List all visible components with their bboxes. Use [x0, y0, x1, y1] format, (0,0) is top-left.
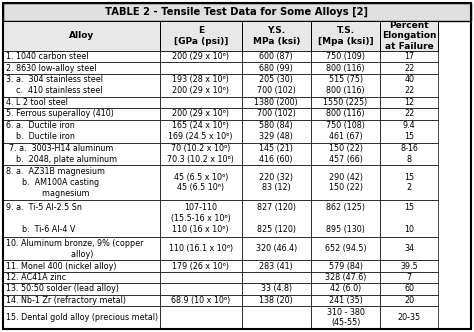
- Bar: [380, 51, 438, 62]
- Text: 8. a.  AZ31B magnesium
    b.  AM100A casting
        magnesium: 8. a. AZ31B magnesium b. AM100A casting …: [6, 167, 105, 198]
- Bar: [380, 120, 438, 142]
- Text: 600 (87): 600 (87): [259, 52, 293, 61]
- Text: 750 (108)
461 (67): 750 (108) 461 (67): [326, 121, 365, 141]
- Bar: [3, 108, 160, 120]
- Text: 283 (41): 283 (41): [259, 262, 293, 271]
- Bar: [242, 165, 311, 200]
- Bar: [242, 237, 311, 260]
- Text: 6. a.  Ductile iron
    b.  Ductile iron: 6. a. Ductile iron b. Ductile iron: [6, 121, 75, 141]
- Text: 200 (29 x 10⁶): 200 (29 x 10⁶): [172, 110, 229, 119]
- Bar: [311, 97, 380, 108]
- Bar: [242, 108, 311, 120]
- Bar: [380, 283, 438, 295]
- Bar: [3, 306, 160, 329]
- Text: 42 (6.0): 42 (6.0): [330, 285, 361, 293]
- Text: 107-110
(15.5-16 x 10⁶)
110 (16 x 10⁶): 107-110 (15.5-16 x 10⁶) 110 (16 x 10⁶): [171, 204, 231, 234]
- Bar: [311, 62, 380, 74]
- Text: 827 (120)

825 (120): 827 (120) 825 (120): [257, 204, 296, 234]
- Text: 205 (30)
700 (102): 205 (30) 700 (102): [257, 75, 296, 95]
- Text: 14. Nb-1 Zr (refractory metal): 14. Nb-1 Zr (refractory metal): [6, 296, 126, 305]
- Text: 7: 7: [407, 273, 412, 282]
- Text: 320 (46.4): 320 (46.4): [255, 244, 297, 253]
- Bar: [3, 97, 160, 108]
- Bar: [242, 97, 311, 108]
- Text: 1380 (200): 1380 (200): [255, 98, 298, 107]
- Bar: [380, 62, 438, 74]
- Bar: [3, 165, 160, 200]
- Bar: [3, 3, 471, 21]
- Bar: [242, 283, 311, 295]
- Bar: [3, 200, 160, 237]
- Text: 165 (24 x 10⁶)
169 (24.5 x 10⁶): 165 (24 x 10⁶) 169 (24.5 x 10⁶): [168, 121, 233, 141]
- Text: 179 (26 x 10⁶): 179 (26 x 10⁶): [172, 262, 229, 271]
- Bar: [160, 108, 242, 120]
- Text: Y.S.
MPa (ksi): Y.S. MPa (ksi): [253, 26, 300, 46]
- Bar: [3, 74, 160, 97]
- Text: 2. 8630 low-alloy steel: 2. 8630 low-alloy steel: [6, 64, 97, 73]
- Bar: [311, 21, 380, 51]
- Text: 33 (4.8): 33 (4.8): [261, 285, 292, 293]
- Text: 45 (6.5 x 10⁶)
45 (6.5 10⁶): 45 (6.5 x 10⁶) 45 (6.5 10⁶): [173, 173, 228, 193]
- Bar: [311, 272, 380, 283]
- Bar: [380, 200, 438, 237]
- Bar: [160, 74, 242, 97]
- Text: 220 (32)
83 (12): 220 (32) 83 (12): [259, 173, 293, 193]
- Text: 68.9 (10 x 10⁶): 68.9 (10 x 10⁶): [171, 296, 230, 305]
- Text: 15

10: 15 10: [404, 204, 414, 234]
- Text: Percent
Elongation
at Failure: Percent Elongation at Failure: [382, 21, 437, 51]
- Bar: [3, 62, 160, 74]
- Bar: [380, 165, 438, 200]
- Text: 39.5: 39.5: [401, 262, 418, 271]
- Bar: [3, 260, 160, 272]
- Bar: [242, 74, 311, 97]
- Bar: [3, 295, 160, 306]
- Bar: [380, 272, 438, 283]
- Bar: [380, 295, 438, 306]
- Text: 241 (35): 241 (35): [328, 296, 363, 305]
- Bar: [242, 306, 311, 329]
- Text: 580 (84)
329 (48): 580 (84) 329 (48): [259, 121, 293, 141]
- Text: 9.4
15: 9.4 15: [403, 121, 416, 141]
- Bar: [3, 272, 160, 283]
- Text: 7. a.  3003-H14 aluminum
    b.  2048, plate aluminum: 7. a. 3003-H14 aluminum b. 2048, plate a…: [6, 144, 117, 164]
- Bar: [242, 120, 311, 142]
- Text: 9. a.  Ti-5 Al-2.5 Sn

    b.  Ti-6 Al-4 V: 9. a. Ti-5 Al-2.5 Sn b. Ti-6 Al-4 V: [6, 204, 82, 234]
- Bar: [380, 306, 438, 329]
- Text: 750 (109): 750 (109): [326, 52, 365, 61]
- Bar: [160, 237, 242, 260]
- Bar: [160, 200, 242, 237]
- Text: 1. 1040 carbon steel: 1. 1040 carbon steel: [6, 52, 89, 61]
- Bar: [242, 272, 311, 283]
- Text: 10. Aluminum bronze, 9% (copper
      alloy): 10. Aluminum bronze, 9% (copper alloy): [6, 239, 144, 259]
- Text: 652 (94.5): 652 (94.5): [325, 244, 366, 253]
- Text: 5. Ferrous superalloy (410): 5. Ferrous superalloy (410): [6, 110, 114, 119]
- Bar: [160, 295, 242, 306]
- Bar: [380, 260, 438, 272]
- Bar: [160, 21, 242, 51]
- Bar: [160, 120, 242, 142]
- Text: 34: 34: [404, 244, 414, 253]
- Bar: [242, 295, 311, 306]
- Bar: [311, 306, 380, 329]
- Text: 680 (99): 680 (99): [259, 64, 293, 73]
- Text: TABLE 2 - Tensile Test Data for Some Alloys [2]: TABLE 2 - Tensile Test Data for Some All…: [106, 7, 368, 17]
- Bar: [380, 142, 438, 165]
- Text: 110 (16.1 x 10⁶): 110 (16.1 x 10⁶): [169, 244, 233, 253]
- Bar: [311, 165, 380, 200]
- Bar: [160, 142, 242, 165]
- Bar: [242, 62, 311, 74]
- Text: 12. AC41A zinc: 12. AC41A zinc: [6, 273, 66, 282]
- Text: 700 (102): 700 (102): [257, 110, 296, 119]
- Bar: [311, 237, 380, 260]
- Bar: [380, 237, 438, 260]
- Bar: [380, 108, 438, 120]
- Bar: [3, 51, 160, 62]
- Bar: [3, 283, 160, 295]
- Text: 800 (116): 800 (116): [326, 64, 365, 73]
- Text: 22: 22: [404, 110, 414, 119]
- Bar: [311, 142, 380, 165]
- Text: 4. L 2 tool steel: 4. L 2 tool steel: [6, 98, 68, 107]
- Text: 800 (116): 800 (116): [326, 110, 365, 119]
- Bar: [160, 97, 242, 108]
- Text: 200 (29 x 10⁶): 200 (29 x 10⁶): [172, 52, 229, 61]
